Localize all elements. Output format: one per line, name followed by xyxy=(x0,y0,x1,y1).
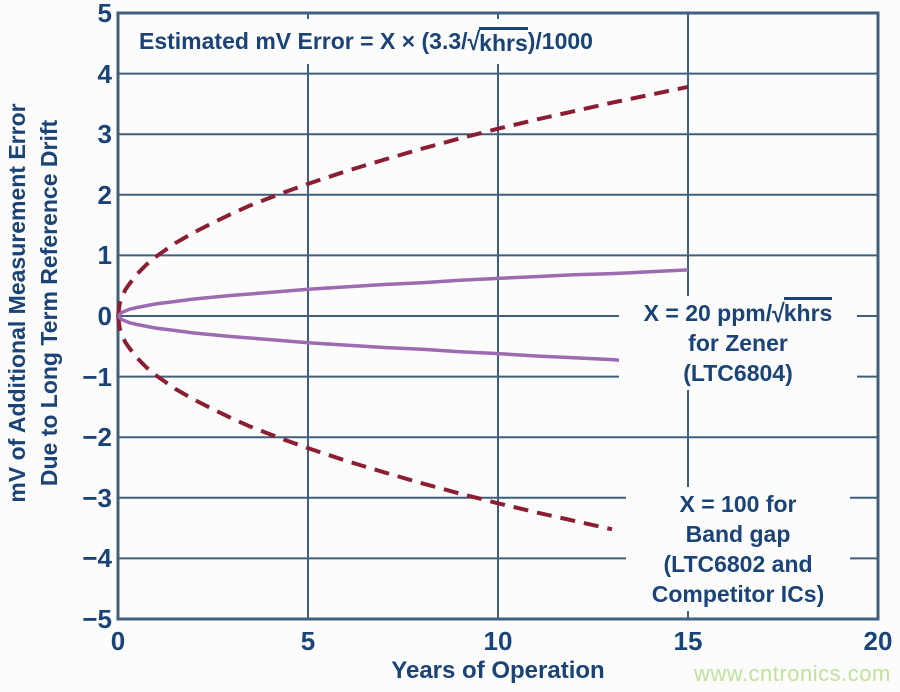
y-axis-title-line2: Due to Long Term Reference Drift xyxy=(36,119,62,487)
series-band-gap-minus-error xyxy=(116,315,613,532)
y-axis-title-line1: mV of Additional Measurement Error xyxy=(4,103,30,503)
series-band-gap-plus-error xyxy=(116,84,689,317)
x-tick-label: 10 xyxy=(483,626,513,656)
y-tick-label: −4 xyxy=(82,543,112,574)
y-axis-title: mV of Additional Measurement Error Due t… xyxy=(1,0,65,613)
y-tick-label: 5 xyxy=(97,0,112,28)
y-tick-label: −1 xyxy=(82,361,112,392)
formula-text-prefix: Estimated mV Error = X × (3.3/ xyxy=(139,28,468,54)
y-tick-label: 4 xyxy=(97,58,112,89)
x-tick-label: 0 xyxy=(110,626,126,656)
formula-text-suffix: )/1000 xyxy=(527,28,593,54)
bandgap-annotation-line1: X = 100 for xyxy=(679,491,797,517)
watermark: www.cntronics.com xyxy=(694,661,891,686)
y-tick-label: 3 xyxy=(97,119,112,150)
x-tick-label: 5 xyxy=(300,626,316,656)
zener-annotation-line2: for Zener xyxy=(688,330,788,356)
zener-radicand: khrs xyxy=(783,297,833,326)
zener-annotation-line1: X = 20 ppm/√khrs xyxy=(619,297,857,328)
square-root-icon: √ xyxy=(772,298,785,328)
formula-radicand: khrs xyxy=(479,26,528,57)
series-zener-plus-error xyxy=(116,268,689,318)
y-tick-label: 2 xyxy=(97,179,112,210)
zener-annotation: X = 20 ppm/√khrs for Zener (LTC6804) xyxy=(619,296,857,390)
series-zener-minus-error xyxy=(116,314,620,362)
formula-annotation: Estimated mV Error = X × (3.3/√ khrs)/100… xyxy=(130,19,602,64)
bandgap-annotation-line2: Band gap xyxy=(685,521,791,547)
square-root-icon: √ xyxy=(467,26,481,56)
y-tick-label: −5 xyxy=(82,604,112,634)
y-tick-label: 1 xyxy=(97,240,112,271)
y-tick-label: −2 xyxy=(82,422,112,453)
x-tick-label: 20 xyxy=(863,626,893,656)
zener-annotation-line3: (LTC6804) xyxy=(683,360,793,386)
x-axis-title: Years of Operation xyxy=(391,657,605,684)
y-tick-label: 0 xyxy=(97,301,112,331)
bandgap-annotation: X = 100 for Band gap (LTC6802 and Compet… xyxy=(626,487,850,611)
bandgap-annotation-line4: Competitor ICs) xyxy=(651,581,825,607)
x-tick-label: 15 xyxy=(673,626,703,656)
y-tick-label: −3 xyxy=(82,482,112,513)
bandgap-annotation-line3: (LTC6802 and xyxy=(663,551,813,577)
